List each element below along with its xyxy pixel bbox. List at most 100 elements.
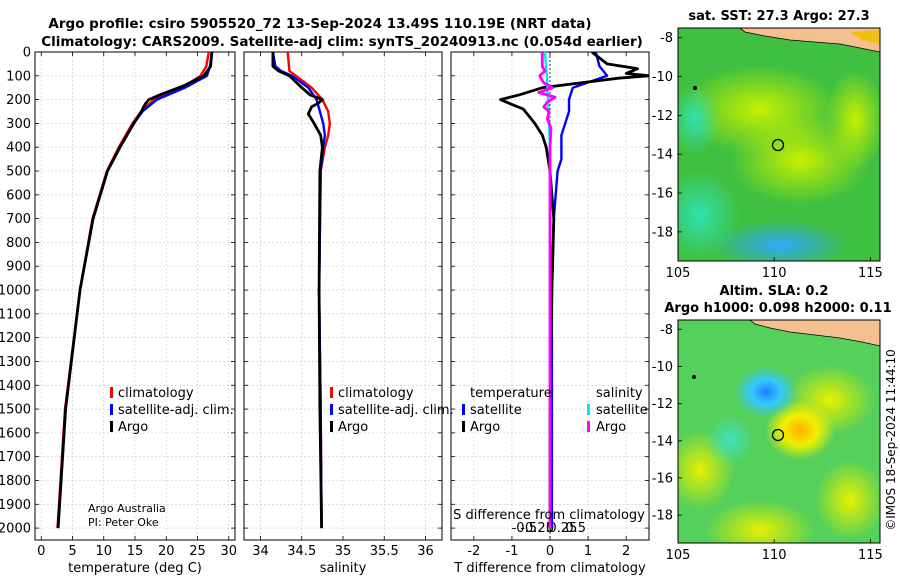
legend-title-salinity: salinity [596,386,643,401]
x-tick-label: -2 [467,544,480,559]
salinity-profile-panel: 34 34.5 35 35.5 36 salinity [243,51,443,576]
series-group [271,52,331,529]
x-tick-label: 2 [622,544,630,559]
series-line-s-argo [537,52,557,529]
series-group [56,52,214,529]
legend-climatology: climatology [118,386,194,401]
difference-legend: temperature satellite Argo salinity sate… [462,386,648,435]
sla-map-frame [677,319,881,544]
series-line-argo [56,52,214,529]
y-tick-label: 2000 [0,522,31,537]
y-tick-label: 1900 [0,498,31,513]
temperature-profile-panel: 0100200300400500600700800900100011001200… [0,46,237,577]
map-y-tick-label: -8 [660,31,673,46]
difference-profile-panel: -2 -1 0 1 2 T difference from climatology -0.5… [450,51,650,576]
legend-t-satellite: satellite [470,403,522,418]
map-y-tick-label: -16 [652,187,673,202]
credit-line1: Argo Australia [88,502,166,515]
map-y-tick-label: -14 [652,434,673,449]
x-axis-label: temperature (deg C) [68,561,202,576]
sst-map-title: sat. SST: 27.3 Argo: 27.3 [688,9,869,24]
sst-argo-marker [771,138,785,152]
x-tick-label: 1 [584,544,592,559]
sla-map-title-line2: Argo h1000: 0.098 h2000: 0.11 [664,301,891,316]
sst-map [678,28,880,261]
x-tick-label: 25 [189,544,206,559]
s-tick-label: -0.25 [520,521,554,536]
map-y-tick-label: -10 [652,360,673,375]
legend-title-temperature: temperature [470,386,552,401]
x-tick-label: 36 [417,544,434,559]
s-tick-label: -0.5 [512,521,537,536]
sla-argo-marker [771,428,785,442]
figure-title-line2: Climatology: CARS2009. Satellite-adj cli… [41,34,643,50]
legend-s-argo: Argo [596,420,626,435]
y-tick-label: 600 [6,188,31,203]
x-tick-label: -1 [505,544,518,559]
map-y-tick-label: -18 [652,509,673,524]
temperature-legend: climatology satellite-adj. clim. Argo [110,386,234,435]
sla-map-axes: 105 110 115 -8 -10 -12 -14 -16 -18 [652,323,883,563]
x-tick-label: 0 [546,544,554,559]
series-line-t-argo [499,52,649,529]
sst-map-axes: 105 110 115 -8 -10 -12 -14 -16 -18 [652,31,883,281]
y-tick-label: 800 [6,236,31,251]
map-y-tick-label: -12 [652,397,673,412]
map-y-tick-label: -8 [660,323,673,338]
figure-title-line1: Argo profile: csiro 5905520_72 13-Sep-20… [48,16,591,32]
x-tick-label: 20 [158,544,175,559]
y-tick-label: 1100 [0,307,31,322]
map-x-tick-label: 105 [666,266,691,281]
credit-line2: PI: Peter Oke [88,516,159,529]
y-tick-label: 100 [6,69,31,84]
s-difference-axis-label: S difference from climatology [453,508,645,523]
s-tick-label: 0 [546,521,554,536]
map-y-tick-label: -12 [652,109,673,124]
x-tick-label: 34.5 [287,544,316,559]
x-tick-label: 0 [37,544,45,559]
map-y-tick-label: -10 [652,70,673,85]
y-tick-label: 500 [6,165,31,180]
x-tick-label: 15 [127,544,144,559]
s-tick-label: 0.25 [548,521,577,536]
map-y-tick-label: -16 [652,471,673,486]
series-group [499,52,649,529]
x-tick-label: 30 [220,544,237,559]
imos-timestamp: ©IMOS 18-Sep-2024 11:44:10 [884,349,898,531]
map-x-tick-label: 115 [858,266,883,281]
y-tick-label: 1400 [0,379,31,394]
y-tick-label: 1200 [0,331,31,346]
legend-satellite-clim: satellite-adj. clim. [338,403,454,418]
x-axis-label: salinity [320,561,367,576]
map-x-tick-label: 110 [762,548,787,563]
y-tick-label: 200 [6,93,31,108]
legend-s-satellite: satellite [596,403,648,418]
map-x-tick-label: 105 [666,548,691,563]
legend-t-argo: Argo [470,420,500,435]
map-x-tick-label: 110 [762,266,787,281]
legend-argo: Argo [118,420,148,435]
map-y-tick-label: -14 [652,148,673,163]
salinity-legend: climatology satellite-adj. clim. Argo [330,386,454,435]
legend-satellite-clim: satellite-adj. clim. [118,403,234,418]
x-tick-label: 35 [335,544,352,559]
y-tick-label: 1000 [0,284,31,299]
y-tick-label: 1800 [0,474,31,489]
sla-map-title-line1: Altim. SLA: 0.2 [720,284,829,299]
x-tick-label: 5 [68,544,76,559]
map-y-tick-label: -18 [652,225,673,240]
y-tick-label: 400 [6,141,31,156]
legend-argo: Argo [338,420,368,435]
legend-climatology: climatology [338,386,414,401]
sst-map-frame [677,27,881,262]
s-tick-label: 0.5 [565,521,586,536]
x-tick-label: 35.5 [370,544,399,559]
sla-map [678,320,880,543]
y-tick-label: 1300 [0,355,31,370]
map-x-tick-label: 115 [858,548,883,563]
x-axis-label: T difference from climatology [453,561,646,576]
x-tick-label: 10 [95,544,112,559]
y-tick-label: 1700 [0,450,31,465]
x-tick-label: 34 [252,544,269,559]
